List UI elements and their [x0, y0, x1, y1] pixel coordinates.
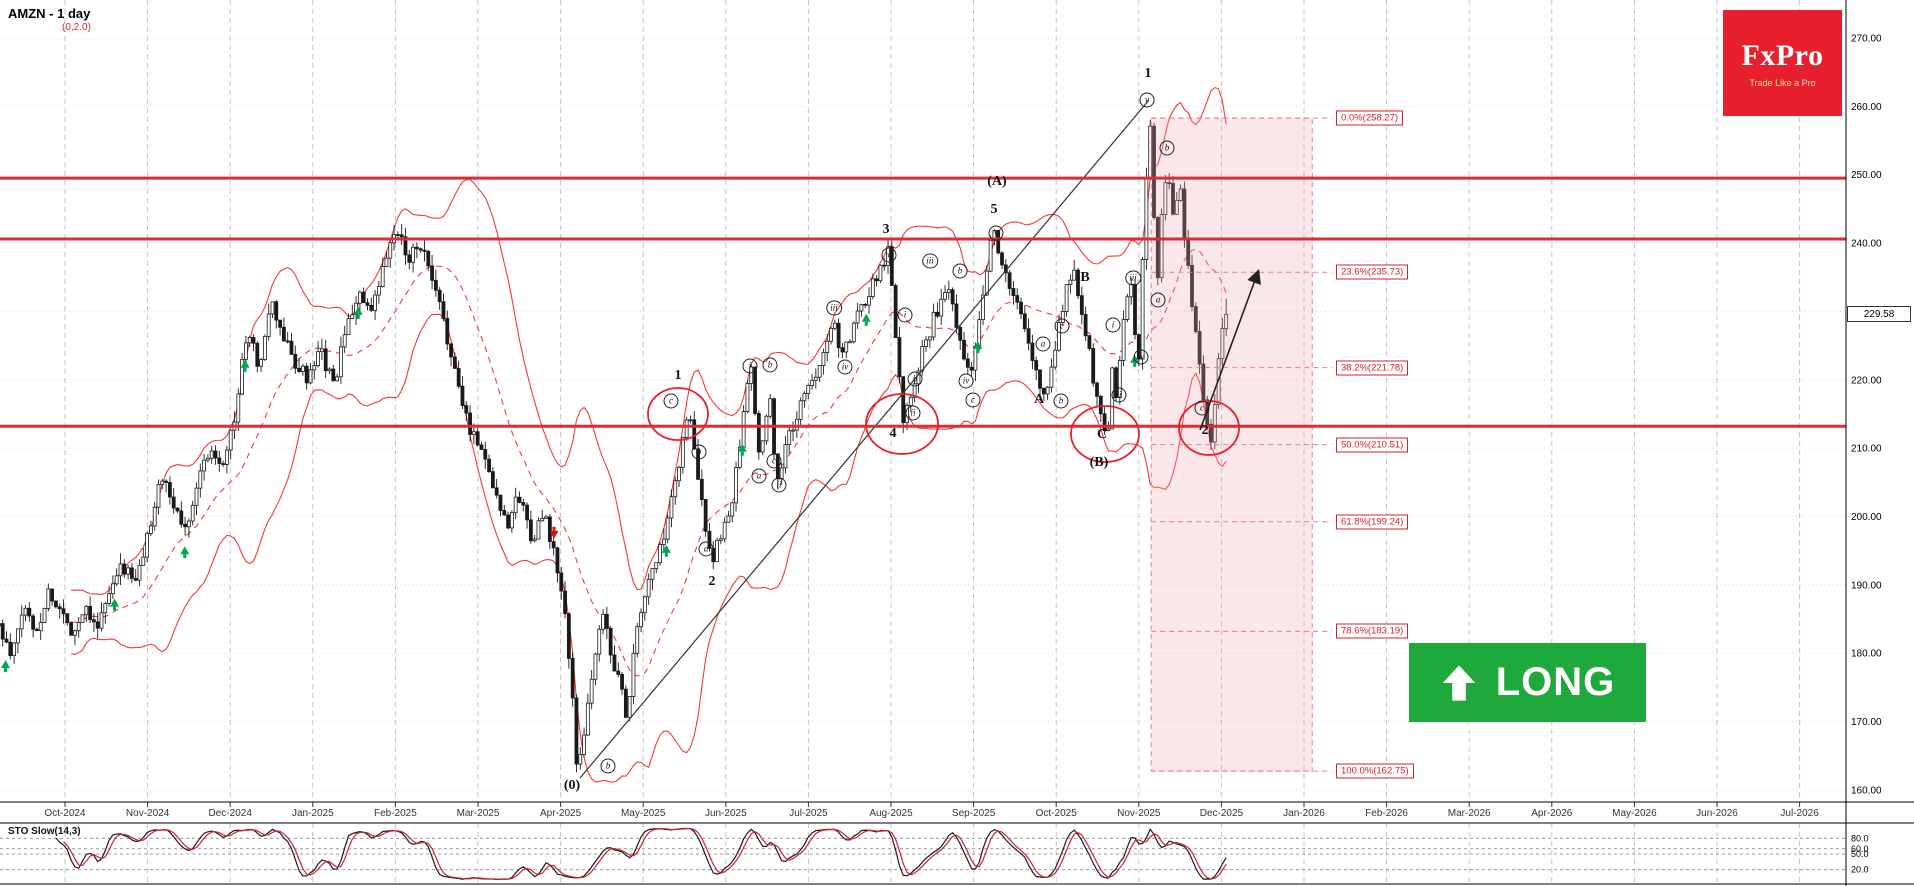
signal-label: LONG: [1495, 660, 1616, 704]
grid-lines: [0, 0, 1846, 884]
y-axis-label: 170.00: [1851, 717, 1882, 728]
x-axis-label: Mar-2026: [1448, 808, 1491, 819]
y-axis[interactable]: 270.00 260.00 250.00 240.00 220.00 210.00 200.…: [1851, 34, 1882, 797]
fibonacci-levels: [1151, 117, 1332, 772]
x-axis-label: May-2025: [621, 808, 666, 819]
buy-signal-arrow: [1130, 354, 1140, 367]
y-axis-label: 160.00: [1851, 785, 1882, 796]
buy-signal-arrow: [737, 443, 747, 456]
y-axis-label: 270.00: [1851, 34, 1882, 45]
buy-signal-arrow: [110, 598, 120, 611]
buy-signal-arrow: [1, 660, 11, 673]
fxpro-logo: FxPro Trade Like a Pro: [1723, 10, 1842, 116]
y-axis-label: 240.00: [1851, 239, 1882, 250]
resistance-support-lines: [0, 176, 1846, 428]
x-axis-label: Jan-2026: [1283, 808, 1325, 819]
up-arrow-icon: [1442, 664, 1476, 701]
x-axis-label: Jun-2026: [1696, 808, 1738, 819]
sub-y-axis-label: 50.0: [1851, 849, 1869, 859]
buy-signal-arrow: [240, 359, 250, 372]
x-axis-label: May-2026: [1612, 808, 1657, 819]
x-axis-label: Feb-2026: [1365, 808, 1408, 819]
brand-tagline: Trade Like a Pro: [1749, 77, 1816, 88]
brand-name: FxPro: [1741, 38, 1824, 72]
x-axis-label: Oct-2024: [44, 808, 86, 819]
sub-y-axis[interactable]: 80.060.050.0 20.0: [1851, 833, 1869, 874]
y-axis-label: 180.00: [1851, 649, 1882, 660]
long-signal-badge: LONG: [1409, 643, 1646, 722]
stochastic-indicator-label: STO Slow(14,3): [8, 826, 81, 837]
y-axis-label: 250.00: [1851, 170, 1882, 181]
buy-signal-arrow: [180, 546, 190, 559]
buy-signal-arrow: [861, 313, 871, 326]
x-axis-label: Nov-2025: [1117, 808, 1161, 819]
trade-signal-arrows: [1, 306, 1140, 673]
buy-signal-arrow: [661, 544, 671, 557]
trend-line: [579, 99, 1150, 779]
buy-signal-arrow: [353, 306, 363, 319]
y-axis-label: 260.00: [1851, 102, 1882, 113]
y-axis-label: 220.00: [1851, 375, 1882, 386]
x-axis-label: Aug-2025: [869, 808, 913, 819]
y-axis-label: 190.00: [1851, 580, 1882, 591]
bollinger-bands: [71, 87, 1227, 783]
y-axis-label: 210.00: [1851, 444, 1882, 455]
sub-y-axis-label: 80.0: [1851, 833, 1869, 843]
x-axis-label: Jun-2025: [705, 808, 747, 819]
x-axis-label: Dec-2024: [209, 808, 253, 819]
x-axis-label: Jul-2025: [789, 808, 828, 819]
y-axis-label: 200.00: [1851, 512, 1882, 523]
x-axis-label: Jan-2025: [292, 808, 334, 819]
x-axis-label: Sep-2025: [952, 808, 996, 819]
stochastic-panel[interactable]: [0, 827, 1846, 881]
current-price-tag: 229.58: [1847, 306, 1911, 322]
stochastic-d-line: [63, 827, 1227, 880]
sub-y-axis-label: 20.0: [1851, 865, 1869, 875]
x-axis-label: Jul-2026: [1780, 808, 1819, 819]
x-axis-label: Feb-2025: [374, 808, 417, 819]
wave-highlight-circles: [647, 387, 1240, 463]
sub-y-axis-label: 60.0: [1851, 844, 1869, 854]
x-axis-label: Mar-2025: [457, 808, 500, 819]
x-axis[interactable]: Oct-2024 Nov-2024 Dec-2024 Jan-2025 Feb-2025…: [44, 802, 1819, 819]
x-axis-label: Dec-2025: [1200, 808, 1244, 819]
forecast-arrow: [1199, 268, 1261, 431]
sell-signal-arrow: [549, 526, 559, 539]
candlestick-series[interactable]: [0, 119, 1229, 773]
symbol-title: AMZN - 1 day: [8, 6, 91, 21]
x-axis-label: Nov-2024: [126, 808, 170, 819]
x-axis-label: Oct-2025: [1036, 808, 1078, 819]
indicator-params: (0,2.0): [62, 22, 91, 33]
buy-signal-arrow: [973, 341, 983, 354]
x-axis-label: Apr-2026: [1531, 808, 1573, 819]
x-axis-label: Apr-2025: [540, 808, 582, 819]
